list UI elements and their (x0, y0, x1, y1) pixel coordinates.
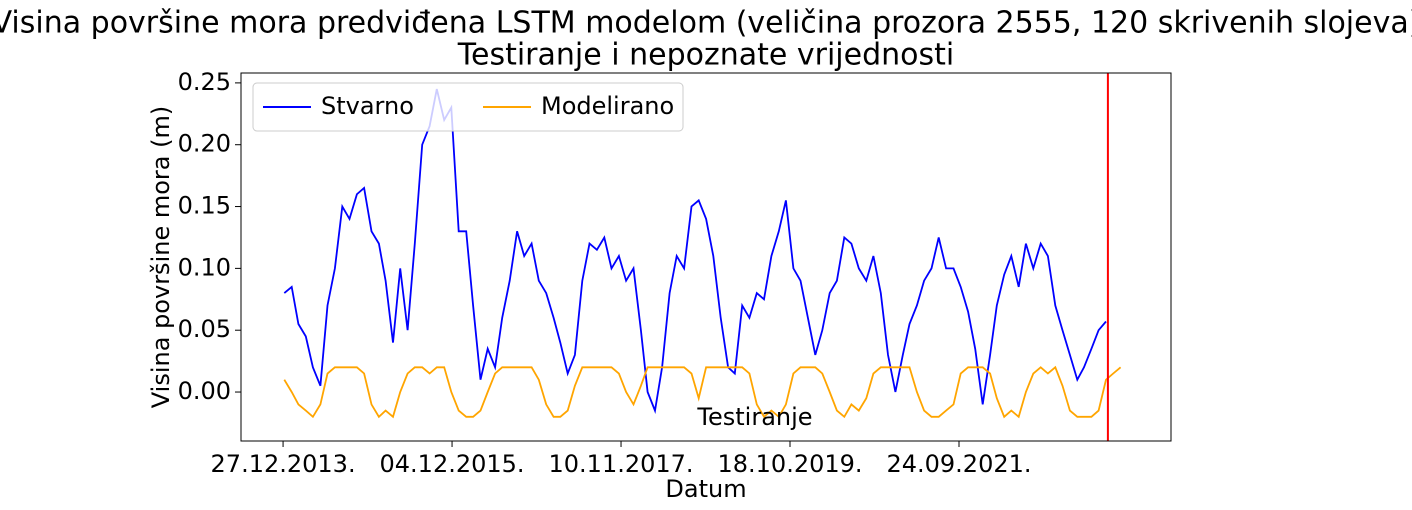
y-tick-label: 0.20 (178, 130, 231, 158)
y-tick-label: 0.25 (178, 68, 231, 96)
y-axis-label: Visina površine mora (m) (147, 106, 175, 408)
axes-frame (240, 72, 1172, 442)
x-tick-label: 24.09.2021. (886, 450, 1031, 478)
x-tick-label: 10.11.2017. (549, 450, 694, 478)
y-tick-label: 0.15 (178, 192, 231, 220)
y-tick-label: 0.05 (178, 315, 231, 343)
x-tick-label: 04.12.2015. (380, 450, 525, 478)
y-tick-label: 0.00 (178, 377, 231, 405)
chart-title: Visina površine mora predviđena LSTM mod… (0, 6, 1412, 41)
legend-label: Modelirano (541, 92, 674, 120)
x-tick-label: 18.10.2019. (717, 450, 862, 478)
y-tick-label: 0.10 (178, 253, 231, 281)
chart-subtitle: Testiranje i nepoznate vrijednosti (457, 38, 954, 73)
annotation: Testiranje (696, 403, 812, 431)
series-line (283, 88, 1107, 414)
series-line (283, 365, 1122, 419)
legend-label: Stvarno (321, 92, 414, 120)
legend-box (252, 82, 684, 132)
x-tick-label: 27.12.2013. (211, 450, 356, 478)
x-axis-label: Datum (665, 475, 746, 503)
